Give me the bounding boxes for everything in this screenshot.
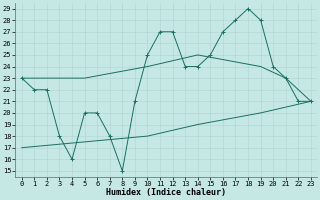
- X-axis label: Humidex (Indice chaleur): Humidex (Indice chaleur): [106, 188, 226, 197]
